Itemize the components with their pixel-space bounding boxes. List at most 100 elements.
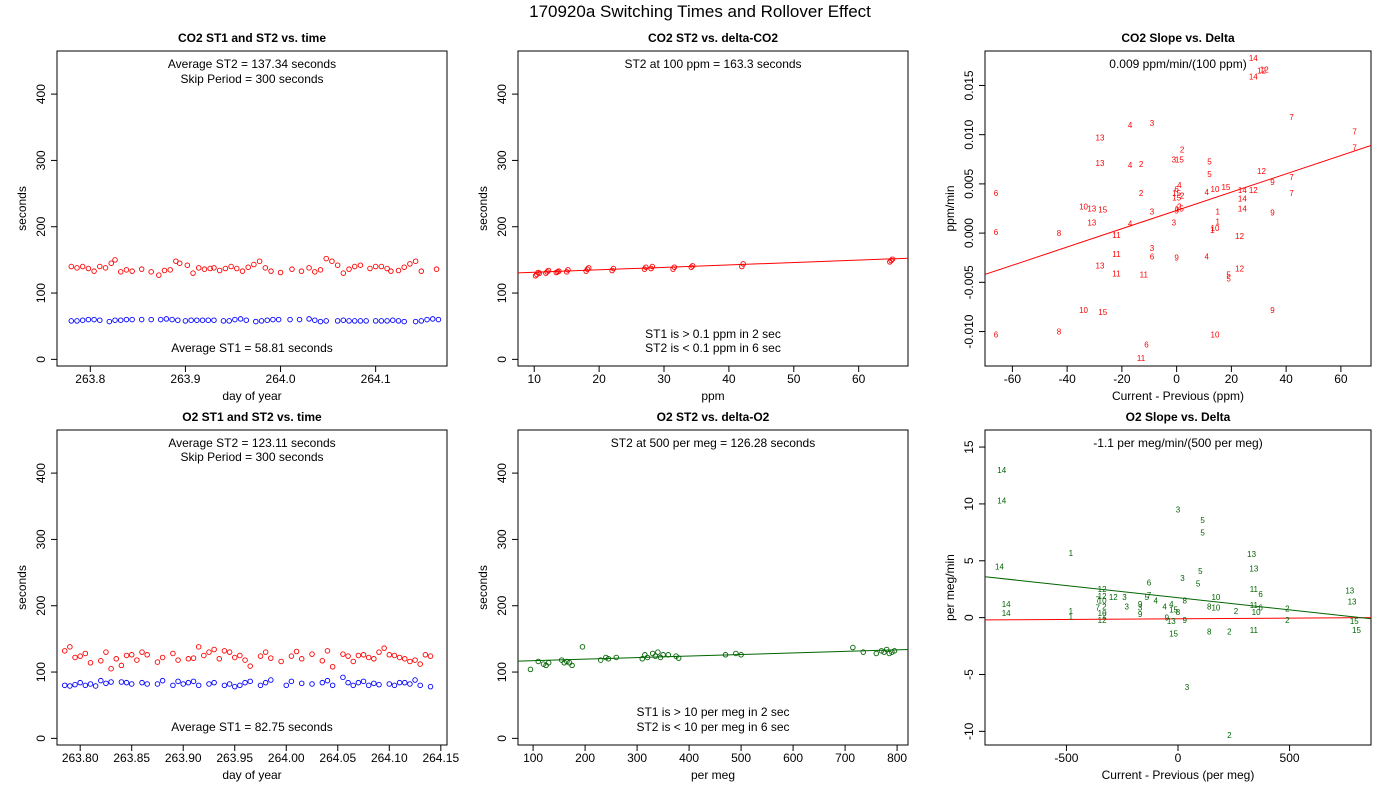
data-point [190,655,197,661]
data-point [386,681,393,687]
data-point [378,318,385,324]
chart-title: CO2 Slope vs. Delta [1121,31,1235,45]
data-point-label: 3 [1180,574,1185,583]
plot-frame [56,429,448,746]
data-point-label: 9 [1270,306,1275,315]
data-point-label: 15 [1350,617,1359,626]
data-point [535,658,542,665]
data-point [117,317,124,323]
data-point [891,648,898,654]
data-point [87,681,94,687]
data-point-label: 12 [1257,167,1266,176]
data-point [123,316,130,323]
data-point [194,317,200,323]
data-point [175,657,181,663]
data-point [102,265,109,271]
data-point-label: 11 [1112,269,1121,278]
plot-area [518,644,908,673]
data-point-label: 15 [1169,630,1178,639]
data-point [72,681,78,688]
figure-title: 170920a Switching Times and Rollover Eff… [529,2,871,21]
data-point [424,316,430,323]
data-point [298,656,305,662]
data-point [544,269,550,275]
data-point-label: 14 [1249,73,1258,82]
data-point-label: 8 [1176,608,1181,617]
data-point-label: 10 [1079,203,1088,212]
data-point-label: 2 [1227,731,1232,740]
data-point [67,683,73,689]
data-point [317,318,324,325]
data-point-label: 5 [1200,516,1205,525]
x-tick-label: 20 [1225,372,1239,386]
y-axis-label: seconds [15,565,29,610]
y-tick-label: 200 [495,595,509,615]
data-point [407,261,413,267]
fit-line [985,145,1371,275]
data-point-label: 13 [1096,134,1105,143]
data-point [340,270,347,276]
data-point [675,655,682,661]
data-point [293,648,300,655]
data-point [309,681,315,687]
data-point [184,262,191,268]
data-point [195,265,202,271]
data-point [312,269,318,275]
data-point [733,650,739,657]
x-tick-label: 0 [1173,372,1180,386]
data-point [216,267,223,274]
data-point [206,649,212,655]
data-point-label: 2 [1234,607,1239,616]
data-point [185,679,192,686]
x-tick-label: 200 [575,751,595,765]
data-point [226,318,232,324]
data-point [363,318,369,324]
data-point-label: 4 [1128,121,1133,130]
data-point-label: 2 [1102,602,1107,611]
data-point-label: 11 [1112,231,1121,240]
data-point [113,656,119,662]
data-point [395,267,402,274]
data-point [329,663,336,670]
data-point [412,318,419,325]
data-point [139,649,145,655]
x-tick-label: 600 [783,751,803,765]
data-point [532,273,539,279]
data-point [402,679,408,686]
data-point [402,656,408,662]
data-point [317,267,324,273]
data-point [889,256,896,262]
x-tick-label: 50 [787,372,801,386]
data-point [251,261,257,268]
y-axis-label: seconds [476,186,490,231]
data-point-label: 5 [1200,528,1205,537]
data-point [565,267,571,273]
data-point [888,257,894,264]
data-point-label: 3 [1150,119,1155,128]
data-point [129,268,135,274]
data-point [123,267,130,273]
data-point [355,652,362,659]
data-point [205,317,211,323]
plot-area [61,644,434,690]
data-point [144,681,150,687]
data-point [108,679,114,685]
data-point-label: 14 [997,466,1006,475]
x-tick-label: 400 [679,751,699,765]
x-tick-label: -500 [1054,751,1078,765]
data-point-label: 9 [1138,600,1143,609]
data-point [182,318,189,324]
data-point [384,265,390,272]
data-point [561,660,568,666]
y-tick-label: 0 [34,735,48,742]
data-point-label: 1 [1210,226,1215,235]
data-point [878,648,885,654]
data-point [91,268,97,274]
data-point [527,666,534,673]
data-point [688,264,695,270]
data-point [117,269,124,275]
data-point [106,318,113,325]
data-point [740,261,746,267]
data-point [418,268,425,274]
